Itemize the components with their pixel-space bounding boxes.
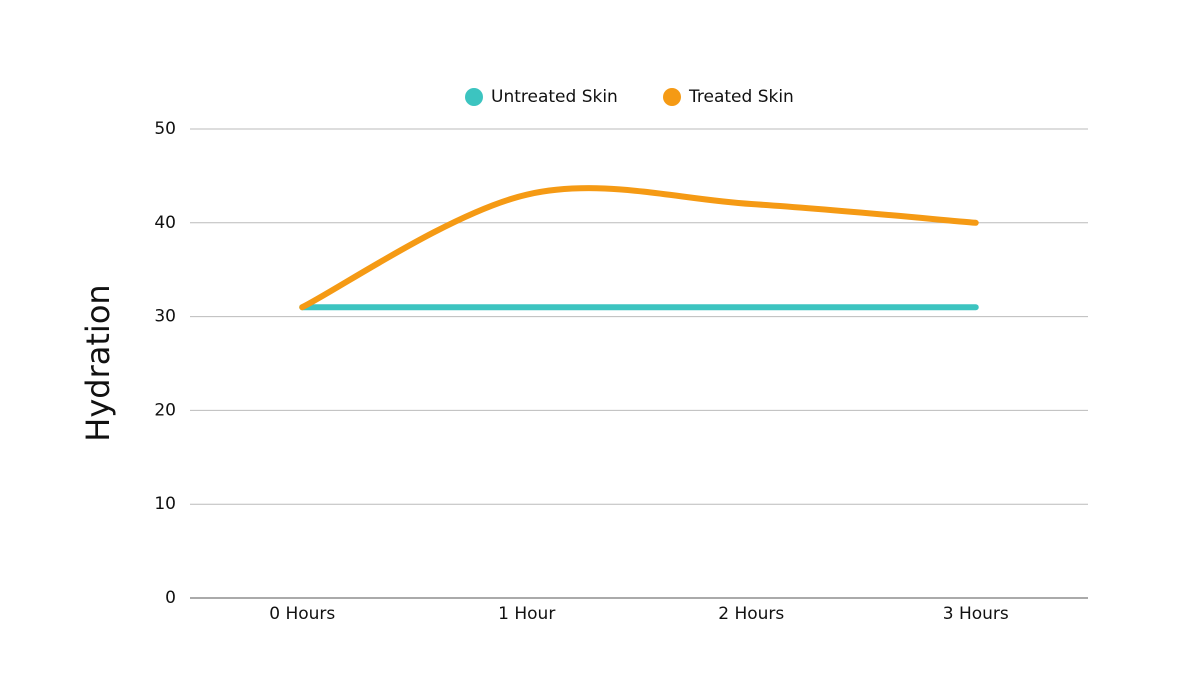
x-tick-label: 0 Hours bbox=[269, 604, 335, 624]
legend-marker bbox=[465, 88, 483, 106]
y-tick-label: 50 bbox=[154, 119, 176, 139]
y-tick-label: 20 bbox=[154, 400, 176, 420]
y-axis-label: Hydration bbox=[79, 284, 117, 441]
legend-label: Treated Skin bbox=[688, 87, 794, 107]
y-tick-label: 40 bbox=[154, 213, 176, 233]
x-tick-label: 1 Hour bbox=[498, 604, 555, 624]
x-tick-label: 2 Hours bbox=[718, 604, 784, 624]
legend-marker bbox=[663, 88, 681, 106]
series-line bbox=[299, 185, 979, 311]
x-tick-label: 3 Hours bbox=[943, 604, 1009, 624]
y-tick-label: 30 bbox=[154, 307, 176, 327]
y-tick-label: 0 bbox=[165, 588, 176, 608]
legend-label: Untreated Skin bbox=[491, 87, 618, 107]
y-tick-label: 10 bbox=[154, 494, 176, 514]
